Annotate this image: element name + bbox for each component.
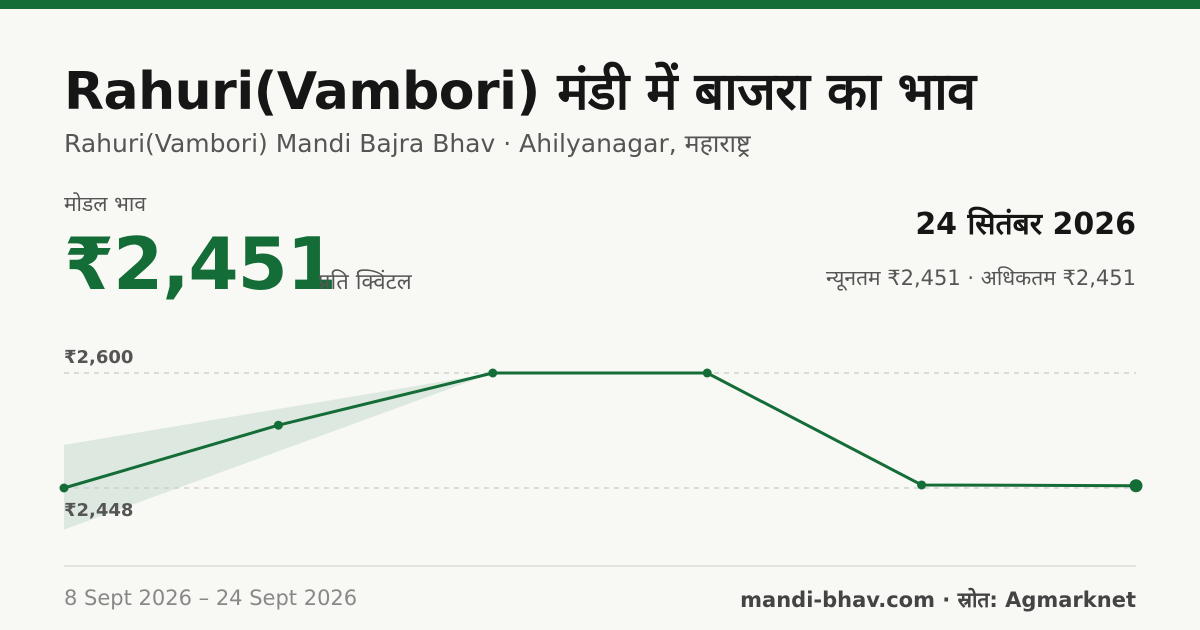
top-accent-bar bbox=[0, 0, 1200, 9]
price-trend-line bbox=[63, 371, 1137, 490]
page-title: Rahuri(Vambori) मंडी में बाजरा का भाव bbox=[64, 62, 976, 122]
date-range: 8 Sept 2026 – 24 Sept 2026 bbox=[64, 586, 358, 610]
source-credit: mandi-bhav.com · स्रोत: Agmarknet bbox=[740, 588, 1136, 612]
footer-divider bbox=[64, 565, 1136, 567]
price-unit: प्रति क्विंटल bbox=[318, 270, 412, 295]
min-max-prices: न्यूनतम ₹2,451 · अधिकतम ₹2,451 bbox=[826, 266, 1136, 290]
y-tick-label-top: ₹2,600 bbox=[64, 347, 133, 368]
data-point bbox=[273, 420, 283, 430]
data-point-latest bbox=[1129, 479, 1143, 493]
data-point bbox=[488, 368, 498, 378]
page-subtitle: Rahuri(Vambori) Mandi Bajra Bhav · Ahily… bbox=[64, 129, 751, 158]
price-date: 24 सितंबर 2026 bbox=[915, 207, 1136, 242]
modal-price-value: ₹2,451 bbox=[64, 222, 337, 306]
data-point bbox=[59, 483, 69, 493]
data-points bbox=[59, 368, 1143, 493]
price-range-band bbox=[64, 373, 493, 530]
data-point bbox=[917, 480, 927, 490]
modal-price-label: मोडल भाव bbox=[64, 192, 147, 216]
data-point bbox=[702, 368, 712, 378]
y-tick-label-bottom: ₹2,448 bbox=[64, 500, 133, 521]
